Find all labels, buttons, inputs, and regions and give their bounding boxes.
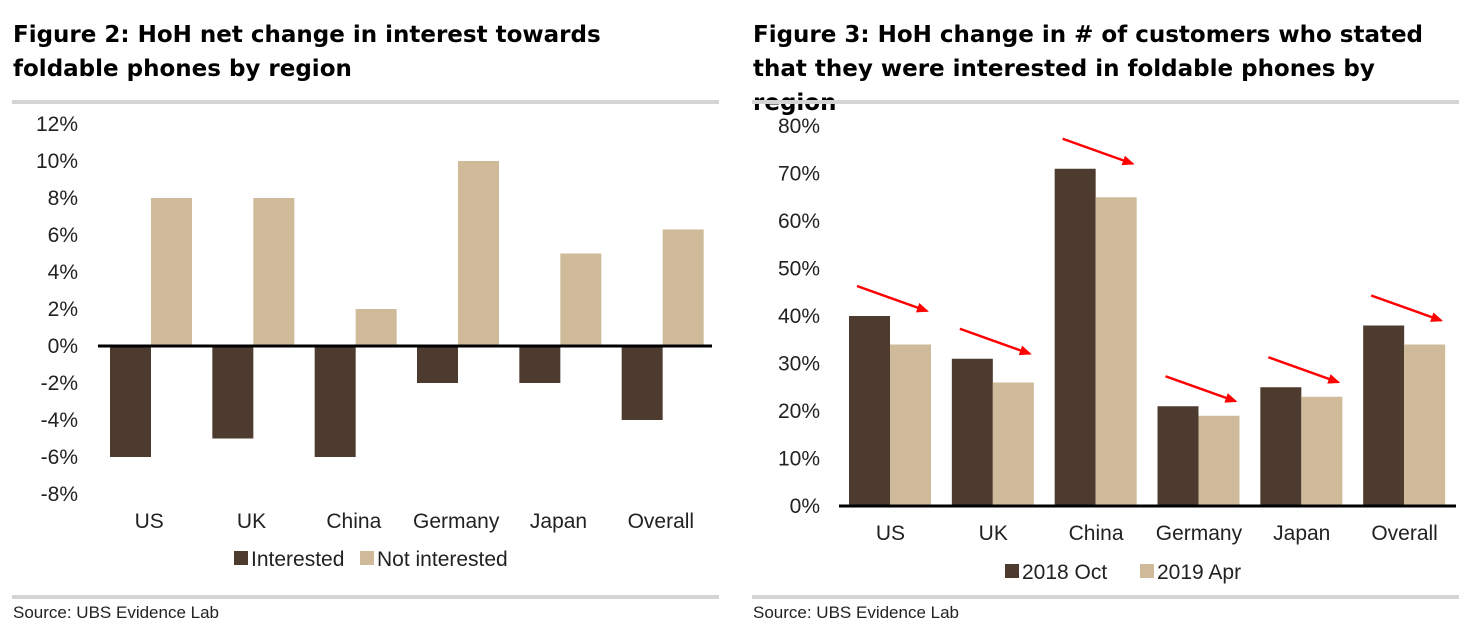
y-tick-label: 12% (36, 113, 78, 136)
y-tick-label: 80% (778, 115, 820, 138)
bar-us-not-interested (151, 198, 192, 346)
y-tick-label: 20% (778, 400, 820, 423)
bar-uk-2019-apr (992, 382, 1034, 506)
legend-swatch (1005, 564, 1019, 578)
figure-3-chart: 80% 70% 60% 50% 40% 30% 20% 10% 0% US UK China Germa… (778, 115, 1456, 584)
legend-swatch (234, 551, 248, 565)
legend-label: Interested (251, 548, 344, 571)
x-tick-label: US (876, 522, 905, 545)
figure-2-chart: 12% 10% 8% 6% 4% 2% 0% -2% -4% -6% -8% US UK China Ger… (36, 113, 712, 571)
bar-china-2018-oct (1054, 168, 1096, 506)
x-tick-label: Overall (1371, 522, 1438, 545)
y-tick-label: 40% (778, 305, 820, 328)
y-tick-label: 10% (778, 448, 820, 471)
bar-us-2018-oct (849, 316, 890, 506)
bar-germany-interested (417, 346, 458, 383)
figure-3-panel: Figure 3: HoH change in # of customers w… (740, 0, 1474, 641)
annotation-arrow-overall (1370, 294, 1444, 322)
annotation-arrow-us (856, 284, 929, 313)
y-tick-label: 2% (48, 298, 78, 321)
figure-2-bottom-rule (12, 595, 719, 599)
bar-overall-2019-apr (1404, 344, 1446, 506)
bar-japan-2019-apr (1301, 396, 1343, 506)
bar-uk-2018-oct (951, 358, 993, 506)
x-tick-label: Germany (413, 510, 500, 533)
annotation-arrow-germany (1165, 375, 1238, 403)
bar-japan-2018-oct (1260, 387, 1302, 506)
x-tick-label: China (1069, 522, 1124, 545)
legend-label: Not interested (377, 548, 508, 571)
y-tick-label: 10% (36, 150, 78, 173)
bar-overall-2018-oct (1363, 325, 1405, 506)
y-tick-label: -8% (41, 483, 78, 506)
figure-2-top-rule (12, 100, 719, 104)
bar-japan-interested (519, 346, 561, 383)
bar-china-2019-apr (1095, 197, 1137, 506)
x-tick-label: UK (979, 522, 1008, 545)
annotation-arrow-china (1062, 137, 1135, 166)
y-tick-label: 6% (48, 224, 78, 247)
figure-2-panel: Figure 2: HoH net change in interest tow… (0, 0, 730, 641)
annotation-arrow-japan (1267, 356, 1341, 384)
x-tick-label: US (135, 510, 164, 533)
bar-overall-interested (621, 346, 663, 420)
y-tick-label: -2% (41, 372, 78, 395)
x-tick-label: Japan (1273, 522, 1330, 545)
bar-germany-not-interested (458, 161, 499, 346)
y-tick-label: 0% (48, 335, 78, 358)
y-tick-label: 50% (778, 258, 820, 281)
bar-china-interested (314, 346, 356, 457)
x-tick-label: Germany (1156, 522, 1243, 545)
annotation-arrow-uk (959, 327, 1032, 356)
bar-uk-interested (212, 346, 254, 439)
figure-2-source: Source: UBS Evidence Lab (13, 603, 220, 622)
y-tick-label: -6% (41, 446, 78, 469)
legend-label: 2018 Oct (1022, 561, 1107, 584)
bar-china-not-interested (355, 309, 397, 346)
figure-3-top-rule (752, 100, 1459, 104)
x-tick-label: UK (237, 510, 266, 533)
bar-japan-not-interested (560, 253, 602, 346)
legend-swatch (360, 551, 374, 565)
y-tick-label: 70% (778, 163, 820, 186)
bar-us-interested (110, 346, 151, 457)
x-tick-label: Overall (628, 510, 695, 533)
y-tick-label: -4% (41, 409, 78, 432)
bar-overall-not-interested (662, 229, 704, 346)
y-tick-label: 8% (48, 187, 78, 210)
bar-germany-2019-apr (1198, 415, 1240, 506)
figure-3-source: Source: UBS Evidence Lab (753, 603, 960, 622)
legend-label: 2019 Apr (1157, 561, 1241, 584)
figure-3-bottom-rule (752, 595, 1459, 599)
legend-swatch (1140, 564, 1154, 578)
y-tick-label: 30% (778, 353, 820, 376)
y-tick-label: 0% (790, 495, 820, 518)
x-tick-label: Japan (530, 510, 587, 533)
y-tick-label: 60% (778, 210, 820, 233)
bar-uk-not-interested (253, 198, 295, 346)
y-tick-label: 4% (48, 261, 78, 284)
bar-germany-2018-oct (1157, 406, 1199, 506)
x-tick-label: China (326, 510, 381, 533)
bar-us-2019-apr (890, 344, 931, 506)
figure-2-title: Figure 2: HoH net change in interest tow… (13, 22, 601, 82)
